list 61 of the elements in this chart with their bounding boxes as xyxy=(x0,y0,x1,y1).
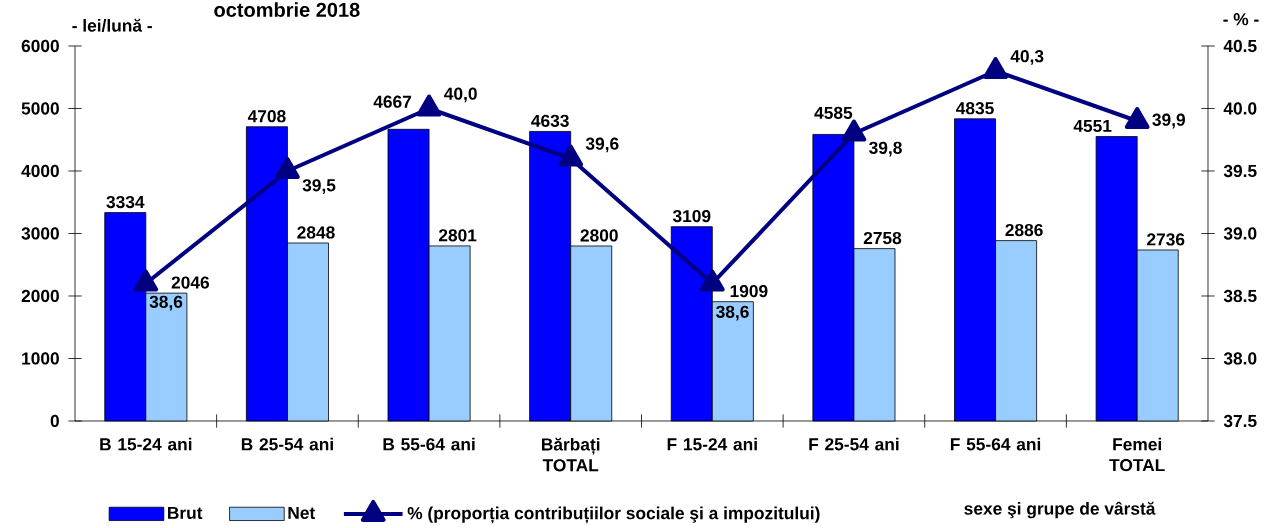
x-tick-label: Bărbați TOTAL xyxy=(541,437,600,472)
data-label: 2736 xyxy=(1147,233,1185,246)
data-label: 40,0 xyxy=(444,87,477,103)
data-label: 38,6 xyxy=(716,305,749,321)
data-label: 4835 xyxy=(956,102,994,115)
y2-tick-label: 38.0 xyxy=(1223,352,1257,365)
point xyxy=(699,269,725,292)
point xyxy=(133,269,159,292)
data-label: 2800 xyxy=(580,229,618,242)
data-label: 3109 xyxy=(672,209,711,223)
y-tick-label: 4000 xyxy=(21,164,59,178)
legend-label: Brut xyxy=(168,506,203,520)
x-tick-label: B 25-54 ani xyxy=(241,437,333,451)
y-tick-label: 3000 xyxy=(21,227,59,240)
data-label: 39,6 xyxy=(585,137,619,153)
data-label: 2801 xyxy=(438,229,477,242)
y2-axis-title: - % - xyxy=(1223,13,1259,26)
data-label: 4551 xyxy=(1073,119,1112,133)
y-tick-label: 1000 xyxy=(22,352,59,365)
y-tick-label: 6000 xyxy=(21,39,59,53)
x-tick-label: F 15-24 ani xyxy=(667,437,757,451)
x-tick-label: B 55-64 ani xyxy=(383,437,475,451)
data-label: 39,8 xyxy=(869,141,902,157)
x-tick-label: Femei TOTAL xyxy=(1109,437,1165,472)
point xyxy=(558,144,584,167)
y-tick-label: 2000 xyxy=(21,289,59,303)
y2-tick-label: 39.5 xyxy=(1223,164,1257,178)
data-label: 39,5 xyxy=(302,179,336,194)
legend-label: Net xyxy=(288,506,316,520)
data-label: 4667 xyxy=(373,95,412,108)
point xyxy=(275,156,300,179)
data-label: 2848 xyxy=(297,226,335,239)
point xyxy=(841,119,867,142)
y2-tick-label: 38.5 xyxy=(1223,289,1257,303)
x-tick-label: F 55-64 ani xyxy=(950,437,1041,451)
y-tick-label: 5000 xyxy=(21,102,59,115)
x-tick-label: F 25-54 ani xyxy=(809,437,899,451)
y2-tick-label: 40.5 xyxy=(1223,39,1257,53)
data-label: 38,6 xyxy=(149,295,183,311)
x-tick-label: B 15-24 ani xyxy=(100,437,192,451)
data-label: 3334 xyxy=(106,195,145,209)
y-axis-title: - lei/lună - xyxy=(72,18,152,32)
data-label: 39,9 xyxy=(1152,113,1185,129)
y2-tick-label: 40.0 xyxy=(1223,102,1257,115)
point xyxy=(1124,106,1150,129)
data-label: 4633 xyxy=(531,114,569,127)
data-label: 4585 xyxy=(814,106,853,119)
y-tick-label: 0 xyxy=(50,414,59,428)
y2-tick-label: 39.0 xyxy=(1223,227,1257,240)
data-label: 40,3 xyxy=(1010,50,1044,65)
data-label: 2758 xyxy=(863,231,902,245)
data-label: 4708 xyxy=(247,110,286,123)
chart-title: octombrie 2018 xyxy=(214,2,360,17)
data-label: 2886 xyxy=(1005,223,1043,237)
x-axis-title: sexe şi grupe de vârstă xyxy=(964,501,1156,519)
data-label: 2046 xyxy=(171,276,209,289)
point xyxy=(416,94,442,117)
data-label: 1909 xyxy=(730,284,768,298)
legend-label: % (proporția contribuțiilor sociale şi a impozitului) xyxy=(407,506,820,524)
y2-tick-label: 37.5 xyxy=(1223,414,1257,428)
point xyxy=(983,56,1008,79)
